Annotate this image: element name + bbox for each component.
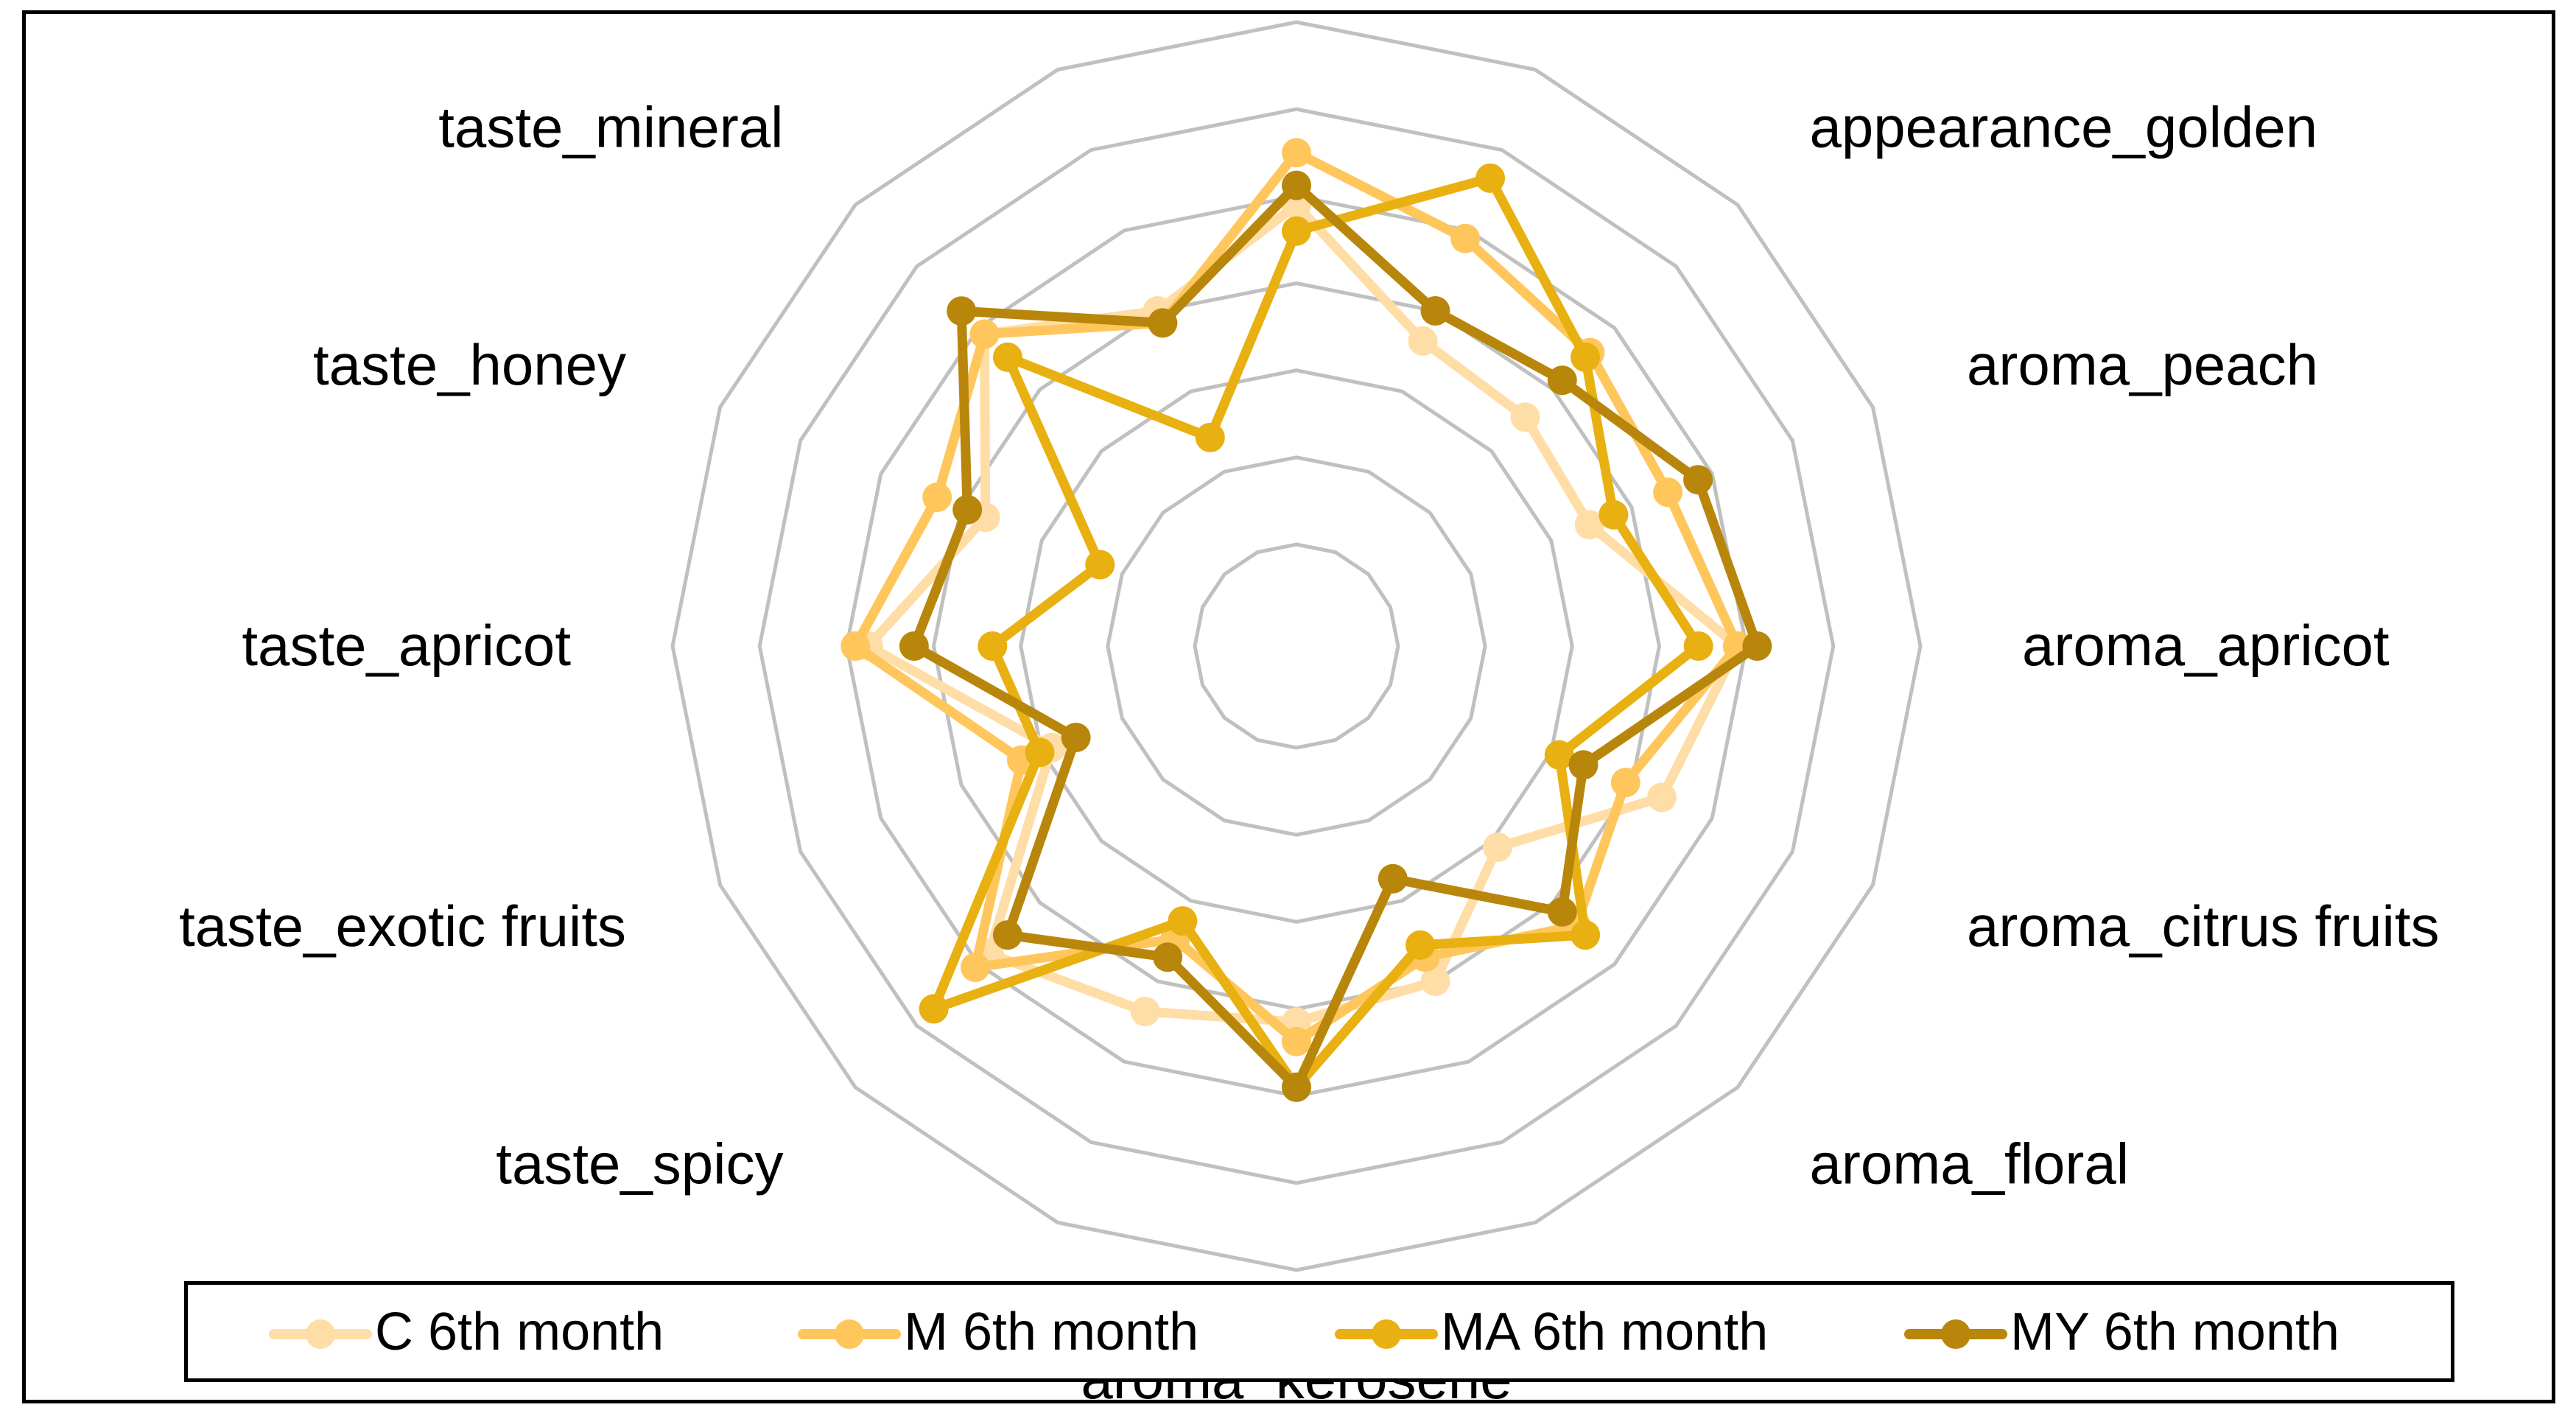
data-point: [1282, 1072, 1311, 1102]
series-4: [899, 170, 1772, 1102]
data-point: [1282, 138, 1311, 168]
data-point: [1153, 942, 1183, 972]
legend-item-ma: MA 6th month: [1335, 1285, 1768, 1378]
legend-swatch-ma: [1335, 1317, 1438, 1349]
legend-swatch-m: [798, 1317, 901, 1349]
data-point: [1282, 170, 1311, 200]
legend-label-ma: MA 6th month: [1441, 1302, 1769, 1361]
data-point: [1085, 550, 1115, 580]
grid-ring: [1106, 455, 1487, 837]
axis-label: taste_spicy: [496, 1132, 783, 1196]
data-point: [1405, 930, 1436, 960]
grid-ring: [1019, 368, 1574, 924]
radar-chart: appearance_yellowappearance_greenappeara…: [179, 20, 2440, 1400]
axis-label: aroma_floral: [1810, 1132, 2130, 1196]
legend-label-c: C 6th month: [375, 1302, 664, 1361]
data-point: [1598, 499, 1629, 530]
data-point: [1683, 465, 1713, 495]
legend-marker-c: [306, 1319, 335, 1349]
axis-label: aroma_citrus fruits: [1967, 894, 2440, 958]
axis-label: taste_apricot: [242, 613, 571, 678]
data-point: [1282, 216, 1311, 246]
data-point: [919, 994, 949, 1024]
grid-ring: [670, 20, 1923, 1272]
legend-item-c: C 6th month: [269, 1285, 664, 1378]
legend-item-m: M 6th month: [798, 1285, 1198, 1378]
axis-label: aroma_peach: [1967, 332, 2318, 397]
legend-swatch-my: [1904, 1317, 2007, 1349]
data-point: [1483, 832, 1512, 862]
data-point: [1653, 477, 1683, 508]
data-point: [992, 342, 1022, 372]
data-point: [1547, 897, 1577, 927]
radar-series: [840, 138, 1772, 1102]
data-point: [961, 953, 990, 982]
data-point: [1568, 750, 1598, 780]
data-point: [1510, 402, 1540, 432]
data-point: [1168, 906, 1198, 936]
data-point: [1475, 163, 1506, 193]
axis-label: taste_mineral: [438, 94, 783, 159]
axis-label: aroma_apricot: [2022, 613, 2390, 678]
data-point: [1610, 768, 1640, 798]
data-point: [952, 494, 983, 525]
legend-label-m: M 6th month: [904, 1302, 1199, 1361]
data-point: [1025, 737, 1055, 768]
grid-ring: [931, 281, 1662, 1011]
legend-marker-my: [1941, 1319, 1970, 1349]
data-point: [1574, 510, 1604, 540]
data-point: [1547, 365, 1577, 396]
data-point: [1130, 997, 1160, 1026]
data-point: [947, 296, 977, 326]
series-line: [863, 200, 1743, 1027]
axis-label: appearance_golden: [1810, 94, 2318, 159]
data-point: [899, 631, 929, 661]
data-point: [1061, 723, 1091, 752]
grid-ring: [757, 107, 1836, 1185]
legend: C 6th month M 6th month MA 6th month MY …: [184, 1281, 2454, 1382]
data-point: [1195, 422, 1225, 452]
legend-marker-ma: [1372, 1319, 1401, 1349]
data-point: [969, 319, 1000, 349]
data-point: [1408, 326, 1438, 356]
series-line: [850, 147, 1743, 1047]
data-point: [1420, 967, 1450, 996]
data-point: [1378, 863, 1408, 894]
series-2: [840, 138, 1752, 1056]
data-point: [1450, 223, 1481, 253]
data-point: [1148, 308, 1178, 338]
data-point: [1420, 296, 1450, 326]
data-point: [1683, 631, 1713, 661]
legend-marker-m: [835, 1319, 864, 1349]
grid-ring: [1193, 542, 1400, 750]
axis-label: taste_honey: [313, 332, 626, 397]
data-point: [978, 631, 1008, 661]
legend-item-my: MY 6th month: [1904, 1285, 2340, 1378]
chart-frame: appearance_yellowappearance_greenappeara…: [22, 10, 2555, 1403]
data-point: [1647, 782, 1677, 813]
axis-label: taste_exotic fruits: [179, 894, 626, 958]
data-point: [922, 483, 952, 512]
series-line: [909, 180, 1762, 1093]
data-point: [840, 631, 871, 661]
data-point: [1282, 1026, 1311, 1056]
legend-label-my: MY 6th month: [2010, 1302, 2340, 1361]
data-point: [1570, 920, 1601, 950]
data-point: [1742, 631, 1772, 661]
data-point: [1570, 342, 1601, 372]
data-point: [1544, 740, 1574, 770]
data-point: [992, 920, 1022, 950]
legend-swatch-c: [269, 1317, 372, 1349]
